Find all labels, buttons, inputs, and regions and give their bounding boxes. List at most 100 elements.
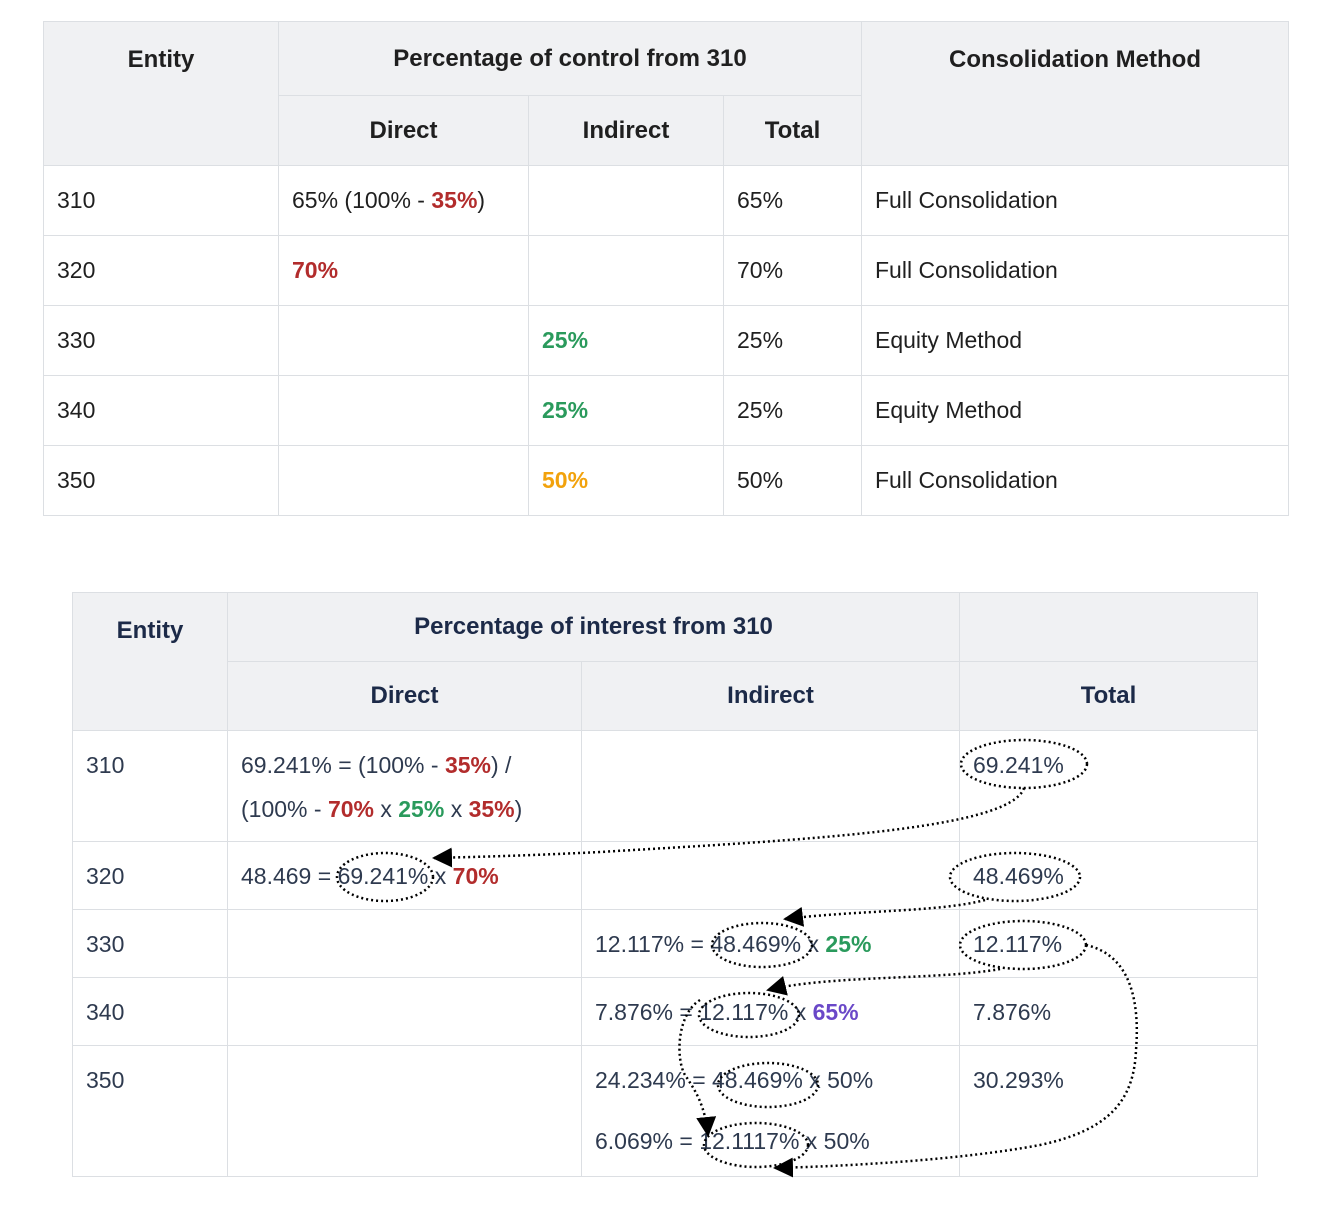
indirect-cell: 50% [528,445,724,516]
table-row: 340 25% 25% Equity Method [43,375,1289,446]
indirect-cell [580,730,961,842]
direct-cell [278,305,529,376]
formula-text: (100% - [241,796,328,822]
entity-cell: 340 [43,375,279,446]
formula-text: x [373,796,399,822]
formula-line: (100% - 70% x 25% x 35%) [241,796,581,823]
formula-text: 12.117% [699,999,789,1025]
entity-cell: 350 [72,1045,228,1177]
table-row: 310 65% (100% - 35%) 65% Full Consolidat… [43,165,1289,236]
direct-cell: 69.241% = (100% - 35%) / (100% - 70% x 2… [227,730,582,842]
indirect-cell [580,841,961,910]
formula-text: ) / [490,752,512,778]
formula-highlight: 35% [468,796,515,822]
formula-text: x [444,796,469,822]
method-cell: Full Consolidation [861,235,1289,306]
entity-header: Entity [43,21,279,166]
table-row: 320 48.469 = 69.241% x 70% 48.469% [72,841,1259,910]
direct-cell [278,375,529,446]
table-row: 340 7.876% = 12.117% x 65% 7.876% [72,977,1259,1046]
formula-text: x 50% [802,1067,874,1093]
entity-header: Entity [72,592,228,731]
table-row: 310 69.241% = (100% - 35%) / (100% - 70%… [72,730,1259,842]
formula-highlight: 70% [327,796,374,822]
formula-highlight: 65% [812,999,859,1025]
entity-cell: 320 [72,841,228,910]
direct-cell [227,977,582,1046]
entity-cell: 310 [72,730,228,842]
formula-text: 48.469% [710,931,802,957]
method-cell: Full Consolidation [861,165,1289,236]
entity-cell: 350 [43,445,279,516]
formula-text: ) [514,796,523,822]
formula-highlight: 25% [398,796,445,822]
total-cell: 12.117% [959,909,1259,978]
direct-text: ) [477,187,486,213]
formula-text: x [788,999,813,1025]
formula-line: 24.234% = 48.469% x 50% [595,1067,959,1094]
entity-cell: 330 [72,909,228,978]
formula-highlight: 35% [444,752,491,778]
formula-text: 6.069% = [595,1128,700,1154]
total-cell: 25% [723,375,862,446]
entity-cell: 310 [43,165,279,236]
formula-line: 69.241% = (100% - 35%) / [241,752,581,779]
indirect-header: Indirect [528,95,724,166]
direct-cell [227,1045,582,1177]
table-row: 330 25% 25% Equity Method [43,305,1289,376]
direct-cell: 70% [278,235,529,306]
percentage-control-header: Percentage of control from 310 [278,21,862,96]
table-row: 350 24.234% = 48.469% x 50% 6.069% = 12.… [72,1045,1259,1177]
total-header: Total [959,661,1259,731]
indirect-cell: 7.876% = 12.117% x 65% [580,977,961,1046]
control-table: Entity Percentage of control from 310 Co… [43,21,1289,516]
formula-highlight: 25% [825,931,872,957]
method-cell: Equity Method [861,305,1289,376]
indirect-cell: 24.234% = 48.469% x 50% 6.069% = 12.1117… [580,1045,961,1177]
total-cell: 65% [723,165,862,236]
formula-line: 6.069% = 12.1117% x 50% [595,1128,959,1155]
formula-text: 24.234% = [595,1067,713,1093]
entity-cell: 330 [43,305,279,376]
entity-cell: 320 [43,235,279,306]
blank-header [959,592,1259,662]
formula-text: x [801,931,826,957]
direct-cell [227,909,582,978]
table-row: 330 12.117% = 48.469% x 25% 12.117% [72,909,1259,978]
indirect-cell [528,165,724,236]
total-cell: 70% [723,235,862,306]
direct-cell [278,445,529,516]
formula-text: 12.1117% [699,1128,800,1154]
direct-cell: 65% (100% - 35%) [278,165,529,236]
formula-text: x 50% [799,1128,870,1154]
formula-text: 69.241% [337,863,429,889]
percentage-interest-header: Percentage of interest from 310 [226,592,961,662]
method-cell: Equity Method [861,375,1289,446]
method-cell: Full Consolidation [861,445,1289,516]
direct-cell: 48.469 = 69.241% x 70% [227,841,582,910]
table-row: 320 70% 70% Full Consolidation [43,235,1289,306]
formula-highlight: 70% [452,863,499,889]
total-cell: 25% [723,305,862,376]
indirect-cell: 25% [528,375,724,446]
interest-table: Entity Percentage of interest from 310 D… [72,592,1259,1177]
total-cell: 69.241% [959,730,1259,842]
formula-text: 12.117% = [595,931,711,957]
direct-highlight: 35% [431,187,478,213]
direct-text: 65% (100% - [292,187,432,213]
direct-header: Direct [278,95,529,166]
indirect-cell: 25% [528,305,724,376]
indirect-cell: 12.117% = 48.469% x 25% [580,909,961,978]
consolidation-method-header: Consolidation Method [861,21,1289,166]
table-row: 350 50% 50% Full Consolidation [43,445,1289,516]
indirect-cell [528,235,724,306]
total-cell: 48.469% [959,841,1259,910]
total-cell: 7.876% [959,977,1259,1046]
entity-cell: 340 [72,977,228,1046]
formula-text: 48.469% [712,1067,803,1093]
formula-text: 48.469 = [241,863,338,889]
total-cell: 30.293% [959,1045,1259,1177]
formula-text: x [428,863,453,889]
total-header: Total [723,95,862,166]
formula-text: 7.876% = [595,999,700,1025]
